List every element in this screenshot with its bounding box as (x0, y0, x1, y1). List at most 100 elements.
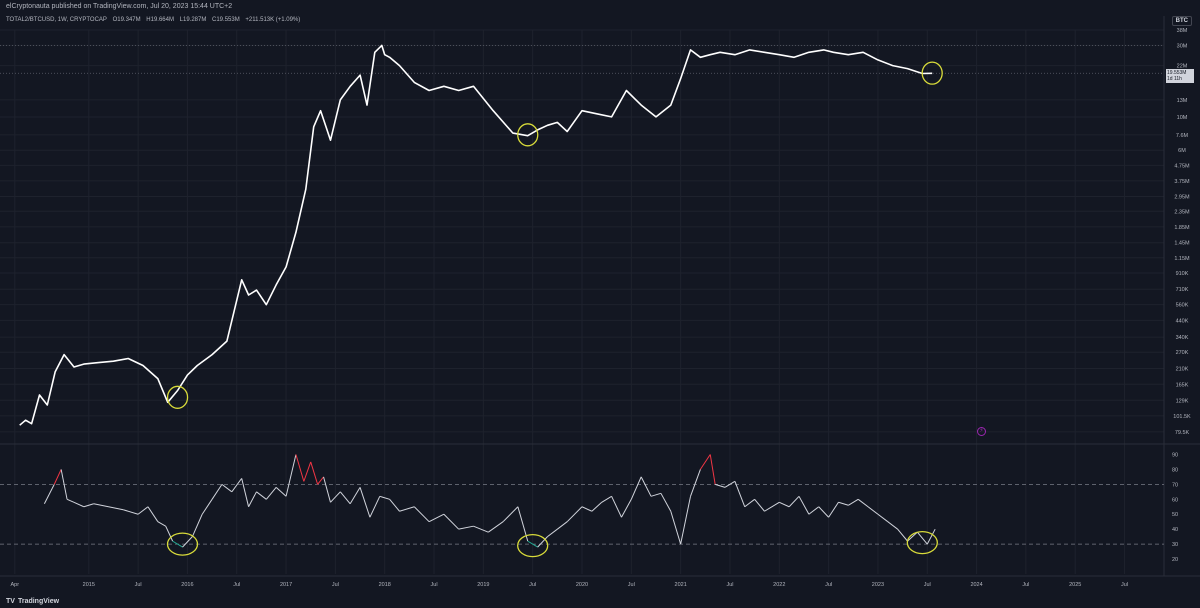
rsi-tick-label: 80 (1172, 467, 1178, 473)
price-tick-label: 30M (1177, 43, 1188, 49)
time-tick-label: Jul (529, 582, 536, 588)
rsi-segment (458, 525, 474, 530)
price-pane (19, 44, 943, 426)
rsi-segment (547, 528, 558, 538)
ohlc-open: O19.347M (112, 17, 141, 23)
price-tick-label: 101.5K (1173, 414, 1191, 420)
rsi-segment (660, 493, 672, 512)
time-tick-label: 2017 (280, 582, 292, 588)
rsi-segment (359, 487, 371, 518)
rsi-segment (137, 506, 149, 515)
price-tick-label: 38M (1177, 28, 1188, 34)
rsi-segment (867, 506, 879, 515)
rsi-segment (211, 484, 223, 500)
time-tick-label: 2018 (379, 582, 391, 588)
price-tick-label: 2.35M (1174, 209, 1190, 215)
axes: Apr 2015 Jul 2016 Jul 2017 Jul 2018 Jul 2019 Jul 20… (11, 28, 1192, 588)
rsi-segment (917, 531, 928, 545)
rsi-tick-label: 70 (1172, 482, 1178, 488)
rsi-segment (487, 521, 504, 533)
ohlc-change: +211.513K (+1.09%) (245, 17, 301, 23)
rsi-segment (798, 496, 810, 515)
rsi-segment (323, 476, 331, 503)
rsi-segment (591, 501, 603, 512)
rsi-segment (601, 495, 612, 503)
rsi-segment (764, 501, 780, 512)
price-tick-label: 22M (1177, 64, 1188, 70)
tradingview-logo[interactable]: TV TradingView (6, 598, 59, 605)
rsi-tick-label: 60 (1172, 497, 1178, 503)
rsi-segment (857, 498, 869, 508)
grid (0, 16, 1200, 577)
rsi-tick-label: 40 (1172, 527, 1178, 533)
rsi-segment (317, 476, 324, 485)
rsi-segment (256, 491, 267, 500)
price-tick-label: 79.5K (1175, 430, 1190, 436)
rsi-segment (285, 454, 297, 497)
price-tick-label: 440K (1176, 318, 1189, 324)
rsi-segment (808, 506, 820, 515)
rsi-segment (53, 469, 62, 485)
rsi-segment (295, 454, 305, 482)
rsi-segment (399, 506, 415, 512)
rsi-segment (157, 521, 166, 527)
rsi-segment (611, 496, 622, 518)
rsi-segment (43, 484, 55, 505)
price-tick-label: 210K (1176, 367, 1189, 373)
price-highlight-circle (921, 61, 943, 85)
time-tick-label: 2016 (181, 582, 193, 588)
time-tick-label: 2024 (970, 582, 982, 588)
time-tick-label: Jul (431, 582, 438, 588)
price-tick-label: 7.6M (1176, 133, 1189, 139)
time-tick-label: Jul (332, 582, 339, 588)
price-tick-label: 560K (1176, 303, 1189, 309)
symbol-line: TOTAL2/BTCUSD, 1W, CRYPTOCAP O19.347M H1… (6, 17, 304, 23)
rsi-segment (172, 540, 183, 548)
rsi-segment (754, 498, 765, 512)
rsi-tick-label: 30 (1172, 542, 1178, 548)
rsi-segment (231, 478, 243, 493)
rsi-segment (848, 498, 859, 506)
rsi-segment (201, 499, 213, 515)
rsi-segment (699, 454, 711, 470)
rsi-segment (60, 469, 68, 500)
rsi-segment (897, 528, 908, 542)
price-tick-label: 910K (1176, 271, 1189, 277)
price-tick-label: 710K (1176, 287, 1189, 293)
time-tick-label: 2025 (1069, 582, 1081, 588)
rsi-segment (715, 483, 726, 488)
price-tick-label: 6M (1178, 148, 1186, 154)
price-tick-label: 129K (1176, 398, 1189, 404)
rsi-segment (83, 503, 94, 508)
price-tick-label: 4.75M (1174, 163, 1190, 169)
last-price-value: 19.553M (1167, 70, 1187, 76)
lightning-icon[interactable]: ⚡ (977, 427, 986, 436)
rsi-segment (650, 492, 662, 497)
rsi-segment (93, 503, 109, 508)
last-price-tag: 19.553M 1d 11h (1166, 69, 1194, 83)
rsi-segment (428, 513, 445, 523)
rsi-segment (630, 476, 642, 500)
time-tick-label: Jul (924, 582, 931, 588)
rsi-segment (680, 496, 691, 545)
time-tick-label: Apr (11, 582, 20, 588)
price-highlight-circle (517, 123, 539, 147)
rsi-segment (303, 461, 312, 482)
rsi-segment (557, 521, 568, 530)
rsi-segment (108, 506, 124, 511)
rsi-segment (828, 502, 839, 518)
time-tick-label: 2020 (576, 582, 588, 588)
currency-badge[interactable]: BTC (1171, 16, 1192, 26)
rsi-segment (339, 491, 351, 505)
rsi-segment (330, 491, 341, 503)
rsi-segment (744, 498, 755, 508)
rsi-segment (413, 506, 430, 523)
rsi-segment (182, 536, 193, 548)
time-tick-label: Jul (726, 582, 733, 588)
rsi-segment (621, 499, 632, 518)
price-tick-label: 10M (1177, 115, 1188, 121)
rsi-segment (265, 487, 277, 500)
rsi-segment (443, 513, 460, 530)
time-tick-label: Jul (628, 582, 635, 588)
